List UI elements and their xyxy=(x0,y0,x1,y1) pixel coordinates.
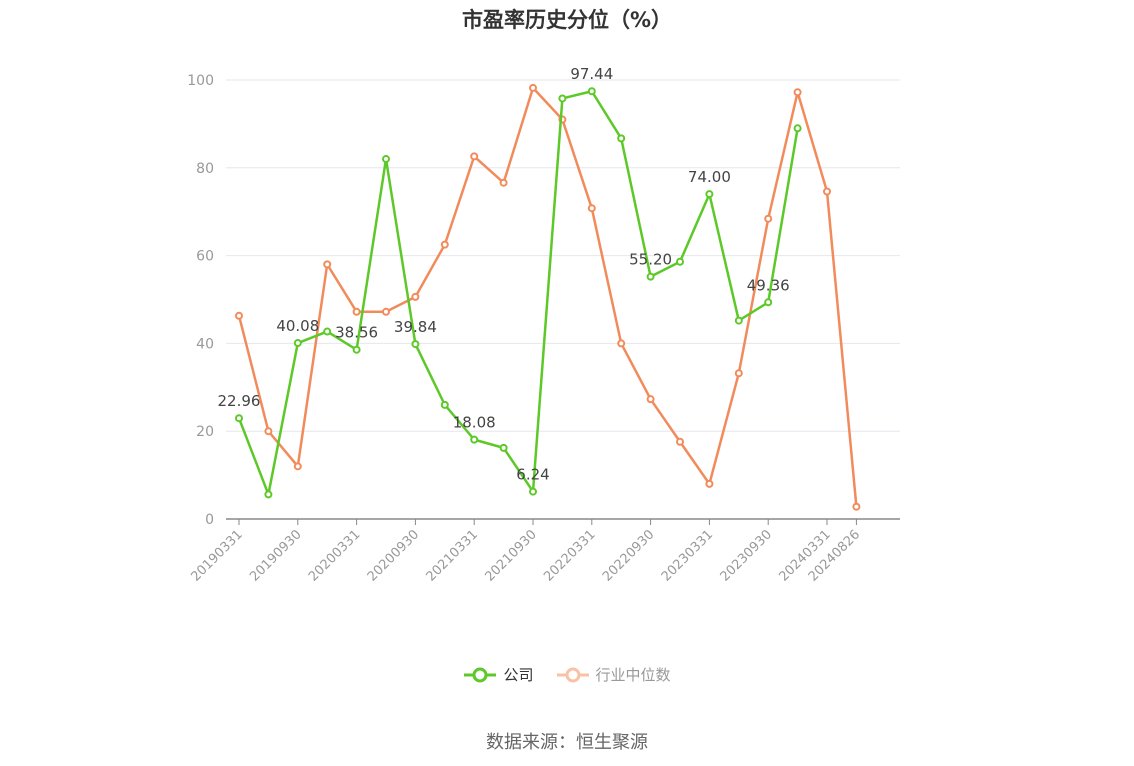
data-point-industry-median xyxy=(529,83,537,92)
x-tick-label: 20210930 xyxy=(482,527,539,584)
data-point-industry-median xyxy=(235,311,243,320)
data-label-company: 55.20 xyxy=(629,251,672,269)
data-point-company xyxy=(499,443,508,452)
data-point-industry-median xyxy=(499,178,508,187)
data-point-industry-median xyxy=(411,292,420,301)
series-line-company xyxy=(237,89,799,496)
data-point-company xyxy=(382,155,390,164)
data-point-company xyxy=(264,490,273,499)
data-point-industry-median xyxy=(676,437,684,446)
x-tick-label: 20220930 xyxy=(600,527,657,584)
legend-item-company[interactable]: 公司 xyxy=(463,664,534,685)
legend-label-company: 公司 xyxy=(503,666,534,684)
x-tick-label: 20190930 xyxy=(247,527,304,584)
data-point-company xyxy=(646,272,655,281)
data-label-company: 38.56 xyxy=(335,324,378,342)
data-point-company xyxy=(764,298,773,307)
legend-marker-industry-median xyxy=(556,667,589,682)
data-point-company xyxy=(734,316,743,325)
data-point-industry-median xyxy=(323,260,332,269)
data-label-company: 6.24 xyxy=(516,466,549,484)
legend-label-industry-median: 行业中位数 xyxy=(595,666,671,684)
x-tick-label: 20190331 xyxy=(188,527,245,584)
data-label-company: 18.08 xyxy=(453,414,496,432)
data-point-industry-median xyxy=(617,339,626,348)
y-tick-label: 100 xyxy=(187,73,214,89)
data-label-company: 22.96 xyxy=(218,392,261,410)
legend-marker-company xyxy=(464,667,497,682)
legend-item-industry-median[interactable]: 行业中位数 xyxy=(556,664,671,685)
chart-canvas: 0 20 40 60 80 100 20190331 20190930 20200331 2020… xyxy=(187,65,900,585)
data-point-industry-median xyxy=(764,214,773,223)
data-point-company xyxy=(440,400,449,409)
chart-legend: 公司 行业中位数 xyxy=(0,664,1134,685)
x-tick-label: 20220331 xyxy=(541,527,598,584)
data-source-note: 数据来源：恒生聚源 xyxy=(486,732,648,753)
y-tick-label: 80 xyxy=(196,161,214,177)
data-label-company: 40.08 xyxy=(276,317,319,335)
data-point-industry-median xyxy=(352,307,361,316)
data-point-industry-median xyxy=(382,307,390,316)
x-tick-label: 20210331 xyxy=(424,527,481,584)
data-point-company xyxy=(293,339,302,348)
data-point-company xyxy=(587,87,596,96)
data-point-company xyxy=(705,190,714,199)
data-point-industry-median xyxy=(264,427,273,436)
data-point-industry-median xyxy=(293,462,302,471)
data-point-company xyxy=(529,487,537,496)
data-label-company: 39.84 xyxy=(394,318,437,336)
data-point-company xyxy=(323,327,332,336)
data-point-industry-median xyxy=(587,204,596,213)
x-tick-label: 20200331 xyxy=(306,527,363,584)
data-label-company: 74.00 xyxy=(688,168,731,186)
data-point-industry-median xyxy=(823,187,831,196)
x-tick-label: 20230930 xyxy=(718,527,775,584)
data-point-company xyxy=(617,134,626,143)
data-label-company: 49.36 xyxy=(747,276,790,294)
data-point-industry-median xyxy=(646,395,655,404)
data-point-industry-median xyxy=(852,502,861,511)
data-point-industry-median xyxy=(470,152,479,161)
data-point-company xyxy=(470,435,479,444)
x-tick-label: 20200930 xyxy=(365,527,422,584)
chart-title: 市盈率历史分位（%） xyxy=(461,8,673,32)
data-point-company xyxy=(352,345,361,354)
data-point-industry-median xyxy=(705,479,714,488)
data-point-company xyxy=(235,414,243,423)
y-tick-label: 60 xyxy=(196,249,214,265)
x-tick-label: 20230331 xyxy=(659,527,716,584)
data-label-company: 97.44 xyxy=(570,65,613,83)
data-point-industry-median xyxy=(440,240,449,249)
data-point-company xyxy=(676,257,684,266)
data-point-company xyxy=(793,124,802,133)
data-point-company xyxy=(411,340,420,349)
series-line-industry-median xyxy=(237,86,858,507)
y-tick-label: 20 xyxy=(196,424,214,440)
y-tick-label: 40 xyxy=(196,336,214,352)
data-point-industry-median xyxy=(734,369,743,378)
data-point-industry-median xyxy=(793,88,802,97)
y-tick-label: 0 xyxy=(205,512,214,528)
data-point-company xyxy=(558,94,567,103)
